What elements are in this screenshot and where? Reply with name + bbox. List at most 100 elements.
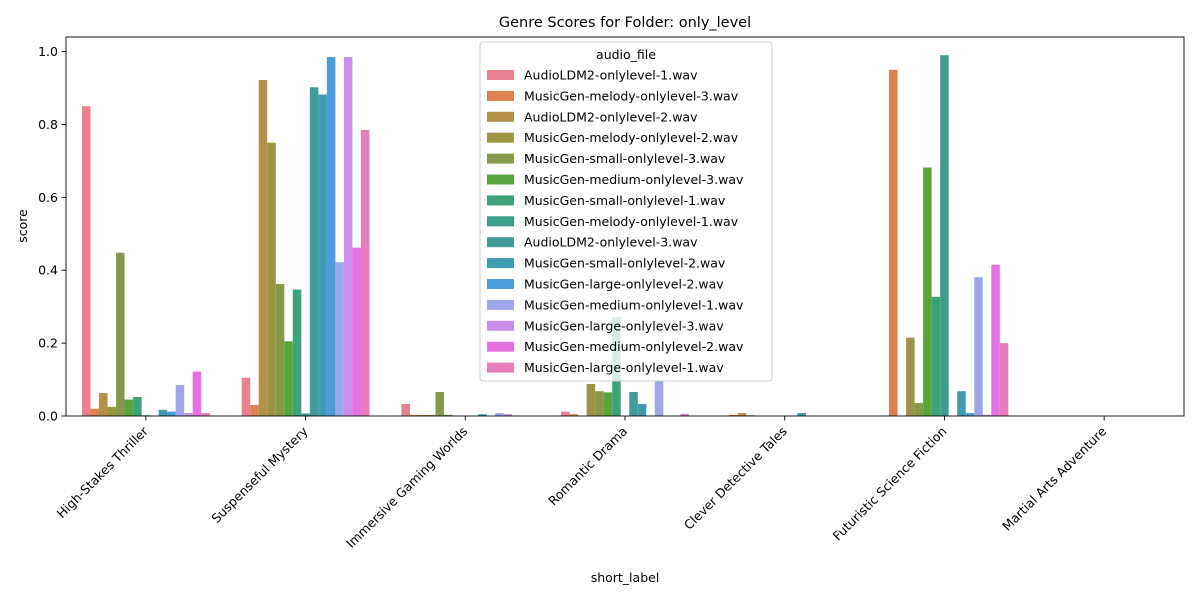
bar: [284, 341, 293, 416]
bars-layer: [81, 55, 1009, 417]
bar: [889, 69, 898, 417]
bar: [309, 87, 319, 416]
legend-label: MusicGen-melody-onlylevel-2.wav: [524, 130, 739, 145]
bar: [974, 277, 983, 416]
bar: [250, 405, 259, 416]
bar: [167, 411, 176, 416]
bar: [991, 264, 1000, 416]
y-tick-label: 0.0: [38, 409, 58, 424]
bar: [940, 55, 949, 416]
x-axis-label: short_label: [591, 570, 660, 585]
bar: [586, 383, 596, 416]
y-tick-label: 1.0: [38, 44, 58, 59]
bar: [360, 129, 370, 416]
legend-swatch: [487, 341, 514, 352]
legend-swatch: [487, 195, 514, 206]
legend-swatch: [487, 299, 514, 310]
bar: [906, 337, 915, 416]
bar: [343, 57, 353, 416]
bar: [503, 414, 513, 416]
bar: [158, 409, 168, 416]
bar: [133, 397, 142, 416]
y-tick-label: 0.8: [38, 117, 58, 132]
y-axis-label: score: [15, 209, 30, 243]
bar: [603, 392, 613, 416]
legend-label: MusicGen-melody-onlylevel-3.wav: [524, 88, 739, 103]
bar: [124, 399, 134, 416]
bar: [241, 377, 251, 416]
bar: [729, 414, 738, 416]
bar: [90, 408, 100, 416]
bar: [409, 414, 419, 416]
bar: [426, 414, 436, 416]
bar: [965, 413, 975, 416]
bar: [326, 57, 336, 416]
bar: [335, 262, 344, 416]
bar: [478, 414, 487, 416]
bar: [914, 402, 924, 416]
legend-label: MusicGen-small-onlylevel-1.wav: [524, 193, 726, 208]
legend-label: MusicGen-melody-onlylevel-1.wav: [524, 214, 739, 229]
bar: [629, 391, 638, 416]
legend-title: audio_file: [596, 47, 656, 62]
bar: [923, 167, 932, 416]
bar: [184, 413, 193, 416]
bar: [495, 413, 504, 416]
legend-label: MusicGen-medium-onlylevel-3.wav: [524, 172, 744, 187]
bar: [301, 413, 310, 416]
legend-label: MusicGen-small-onlylevel-3.wav: [524, 151, 726, 166]
legend-swatch: [487, 258, 514, 269]
bar: [318, 94, 327, 416]
legend-swatch: [487, 153, 514, 164]
legend-swatch: [487, 320, 514, 331]
chart-title: Genre Scores for Folder: only_level: [499, 15, 751, 31]
bar: [595, 391, 604, 416]
y-tick-label: 0.6: [38, 190, 58, 205]
bar: [258, 80, 268, 416]
bar: [81, 106, 91, 417]
legend-swatch: [487, 237, 514, 248]
bar: [680, 413, 689, 416]
bar: [637, 403, 647, 416]
legend-label: MusicGen-medium-onlylevel-1.wav: [524, 297, 744, 312]
legend-label: MusicGen-large-onlylevel-3.wav: [524, 318, 724, 333]
bar: [267, 142, 276, 416]
bar: [418, 414, 427, 416]
bar: [982, 414, 992, 416]
legend-frame: [479, 41, 773, 382]
legend-swatch: [487, 90, 514, 101]
x-axis: High-Stakes Thriller Suspenseful Mystery I…: [54, 416, 1109, 551]
bar: [107, 406, 117, 416]
legend-swatch: [487, 279, 514, 289]
bar: [737, 413, 747, 416]
legend-label: AudioLDM2-onlylevel-1.wav: [524, 68, 698, 83]
legend-swatch: [487, 174, 514, 185]
legend-swatch: [487, 132, 514, 143]
legend-label: MusicGen-small-onlylevel-2.wav: [524, 256, 726, 271]
bar: [192, 371, 202, 416]
legend-label: MusicGen-medium-onlylevel-2.wav: [524, 339, 744, 354]
bar: [401, 403, 410, 416]
y-tick-label: 0.2: [38, 336, 58, 351]
bar: [654, 380, 664, 416]
x-tick-label: Clever Detective Tales: [681, 424, 790, 533]
legend-label: MusicGen-large-onlylevel-2.wav: [524, 277, 724, 292]
bar: [435, 391, 444, 416]
legend-swatch: [487, 111, 514, 122]
legend-label: AudioLDM2-onlylevel-2.wav: [524, 109, 698, 124]
legend: audio_file AudioLDM2-onlylevel-1.wav Musi…: [479, 41, 773, 382]
x-tick-label: Suspenseful Mystery: [208, 423, 311, 526]
bar: [292, 289, 302, 416]
bar: [931, 296, 941, 416]
bar: [569, 414, 579, 416]
y-tick-label: 0.4: [38, 263, 58, 278]
bar: [175, 385, 185, 416]
bar: [797, 413, 807, 416]
x-tick-label: Futuristic Science Fiction: [830, 424, 950, 544]
y-axis: 0.0 0.2 0.4 0.6 0.8 1.0: [38, 44, 66, 424]
legend-swatch: [487, 70, 514, 80]
x-tick-label: High-Stakes Thriller: [54, 423, 152, 521]
legend-swatch: [487, 362, 514, 373]
bar: [275, 284, 285, 416]
